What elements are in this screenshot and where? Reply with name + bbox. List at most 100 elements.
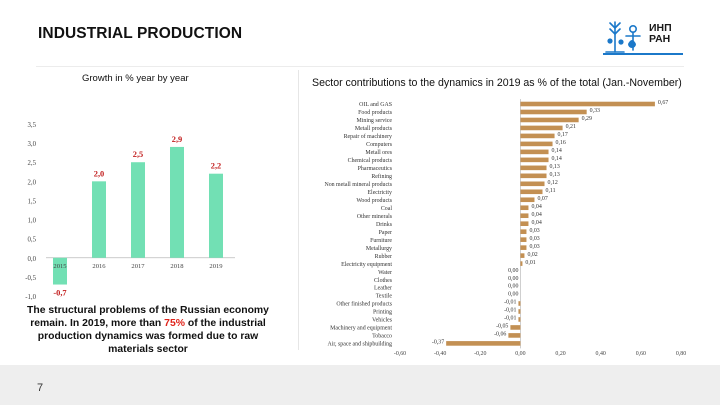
- data-label: 0,03: [529, 228, 539, 234]
- y-tick-label: -1,0: [25, 294, 36, 301]
- bar-machinery-and-equipment: [510, 325, 521, 330]
- inp-ran-logo: [605, 21, 641, 53]
- data-label: 0,67: [658, 100, 668, 106]
- data-label: 0,13: [550, 172, 560, 178]
- x-tick-label: 0,00: [515, 351, 525, 357]
- category-label: Textile: [376, 294, 393, 300]
- bar-2019: [209, 173, 223, 258]
- x-tick-label: -0,40: [434, 351, 446, 357]
- data-label: 0,12: [548, 180, 558, 186]
- category-label: Non metall mineral products: [324, 182, 392, 188]
- bar-refining: [520, 173, 547, 179]
- category-label: Repair of machinery: [344, 133, 392, 140]
- bar-printing: [518, 309, 521, 314]
- logo-text-line2: РАН: [649, 32, 671, 45]
- category-label: Paper: [379, 230, 392, 236]
- category-label: Metallurgy: [366, 246, 392, 252]
- right-chart-title: Sector contributions to the dynamics in …: [312, 77, 682, 89]
- x-tick-label: -0,20: [474, 351, 486, 357]
- logo-underline: [603, 53, 683, 55]
- y-tick-label: 3,0: [28, 141, 37, 148]
- x-tick-label-2019: 2019: [209, 263, 223, 270]
- category-label: Vehicles: [372, 318, 393, 324]
- bar-pharmaceutics: [520, 165, 547, 171]
- bar-2018: [170, 146, 184, 258]
- data-label: 0,00: [508, 292, 518, 298]
- bar-wood-products: [520, 197, 535, 203]
- data-label: 0,14: [552, 156, 562, 162]
- category-label: Chemical products: [348, 158, 393, 164]
- data-label: 0,14: [552, 148, 562, 154]
- x-tick-label: 0,40: [596, 351, 606, 357]
- bar-metallurgy: [520, 245, 527, 250]
- data-label: 0,21: [566, 124, 576, 130]
- x-tick-label: -0,60: [394, 351, 406, 357]
- data-label: 0,11: [546, 188, 556, 194]
- category-label: Rubber: [375, 254, 392, 260]
- x-tick-label-2015: 2015: [53, 263, 67, 270]
- data-label: 0,04: [531, 212, 541, 218]
- category-label: Wood products: [356, 198, 392, 204]
- category-label: Metall ores: [365, 150, 392, 156]
- data-label: 0,03: [529, 244, 539, 250]
- bar-drinks: [520, 221, 529, 226]
- logo-text: ИНП РАН: [649, 23, 672, 44]
- bar-2015: [53, 257, 67, 285]
- x-tick-label-2018: 2018: [170, 263, 184, 270]
- y-tick-label: 2,5: [28, 160, 37, 167]
- bar-electricity: [520, 189, 543, 195]
- bar-electricity-equipment: [520, 261, 523, 266]
- bar-furniture: [520, 237, 527, 242]
- note-highlight: 75%: [164, 318, 185, 329]
- y-tick-label: 1,0: [28, 218, 37, 225]
- bar-non-metall-mineral-products: [520, 181, 545, 187]
- category-label: Refining: [371, 173, 392, 180]
- bar-metall-products: [520, 125, 563, 131]
- bar-other-minerals: [520, 213, 529, 219]
- category-label: Coal: [381, 206, 392, 212]
- data-label: -0,01: [504, 308, 516, 314]
- data-label: 0,00: [508, 268, 518, 274]
- data-label: 0,33: [590, 108, 600, 114]
- data-label: -0,01: [504, 300, 516, 306]
- data-label: 0,01: [525, 260, 535, 266]
- category-label: Other minerals: [357, 214, 393, 220]
- data-label: 0,00: [508, 276, 518, 282]
- bar-other-finished-products: [518, 301, 521, 306]
- data-label-2015: -0,7: [53, 289, 66, 298]
- category-label: Printing: [373, 310, 392, 316]
- x-tick-label-2017: 2017: [131, 263, 145, 270]
- data-label: -0,05: [496, 324, 508, 330]
- bar-air-spa-e-and-shipbuilding: [446, 341, 521, 346]
- category-label: Machinery and equipment: [330, 326, 392, 332]
- x-tick-label-2016: 2016: [92, 263, 106, 270]
- data-label-2017: 2,5: [133, 150, 143, 159]
- x-tick-label: 0,80: [676, 351, 686, 357]
- category-label: Metall products: [355, 126, 393, 132]
- category-label: Water: [378, 270, 392, 276]
- bar-food-products: [520, 109, 587, 115]
- bar-coal: [520, 205, 529, 211]
- bar-oil-and-gas: [520, 101, 655, 107]
- data-label: 0,04: [531, 220, 541, 226]
- bar-2016: [92, 181, 106, 258]
- footer-bar: [0, 365, 720, 405]
- bar-2017: [131, 162, 145, 258]
- note-text-part2: of the industrial production dynamics wa…: [37, 318, 266, 355]
- y-tick-label: -0,5: [25, 275, 36, 282]
- data-label: -0,01: [504, 316, 516, 322]
- category-label: Mining service: [357, 118, 393, 124]
- category-label: Leather: [374, 286, 392, 292]
- header-divider: [36, 66, 684, 67]
- bar-metall-ores: [520, 149, 549, 155]
- data-label: 0,07: [537, 196, 547, 202]
- category-label: Clothes: [374, 278, 393, 284]
- x-tick-label: 0,20: [555, 351, 565, 357]
- category-label: OIL and GAS: [359, 102, 392, 108]
- category-label: Food products: [358, 110, 393, 116]
- category-label: Computers: [366, 142, 393, 148]
- bar-chemical-products: [520, 157, 549, 163]
- category-label: Electricity: [367, 190, 392, 196]
- y-tick-label: 2,0: [28, 179, 37, 186]
